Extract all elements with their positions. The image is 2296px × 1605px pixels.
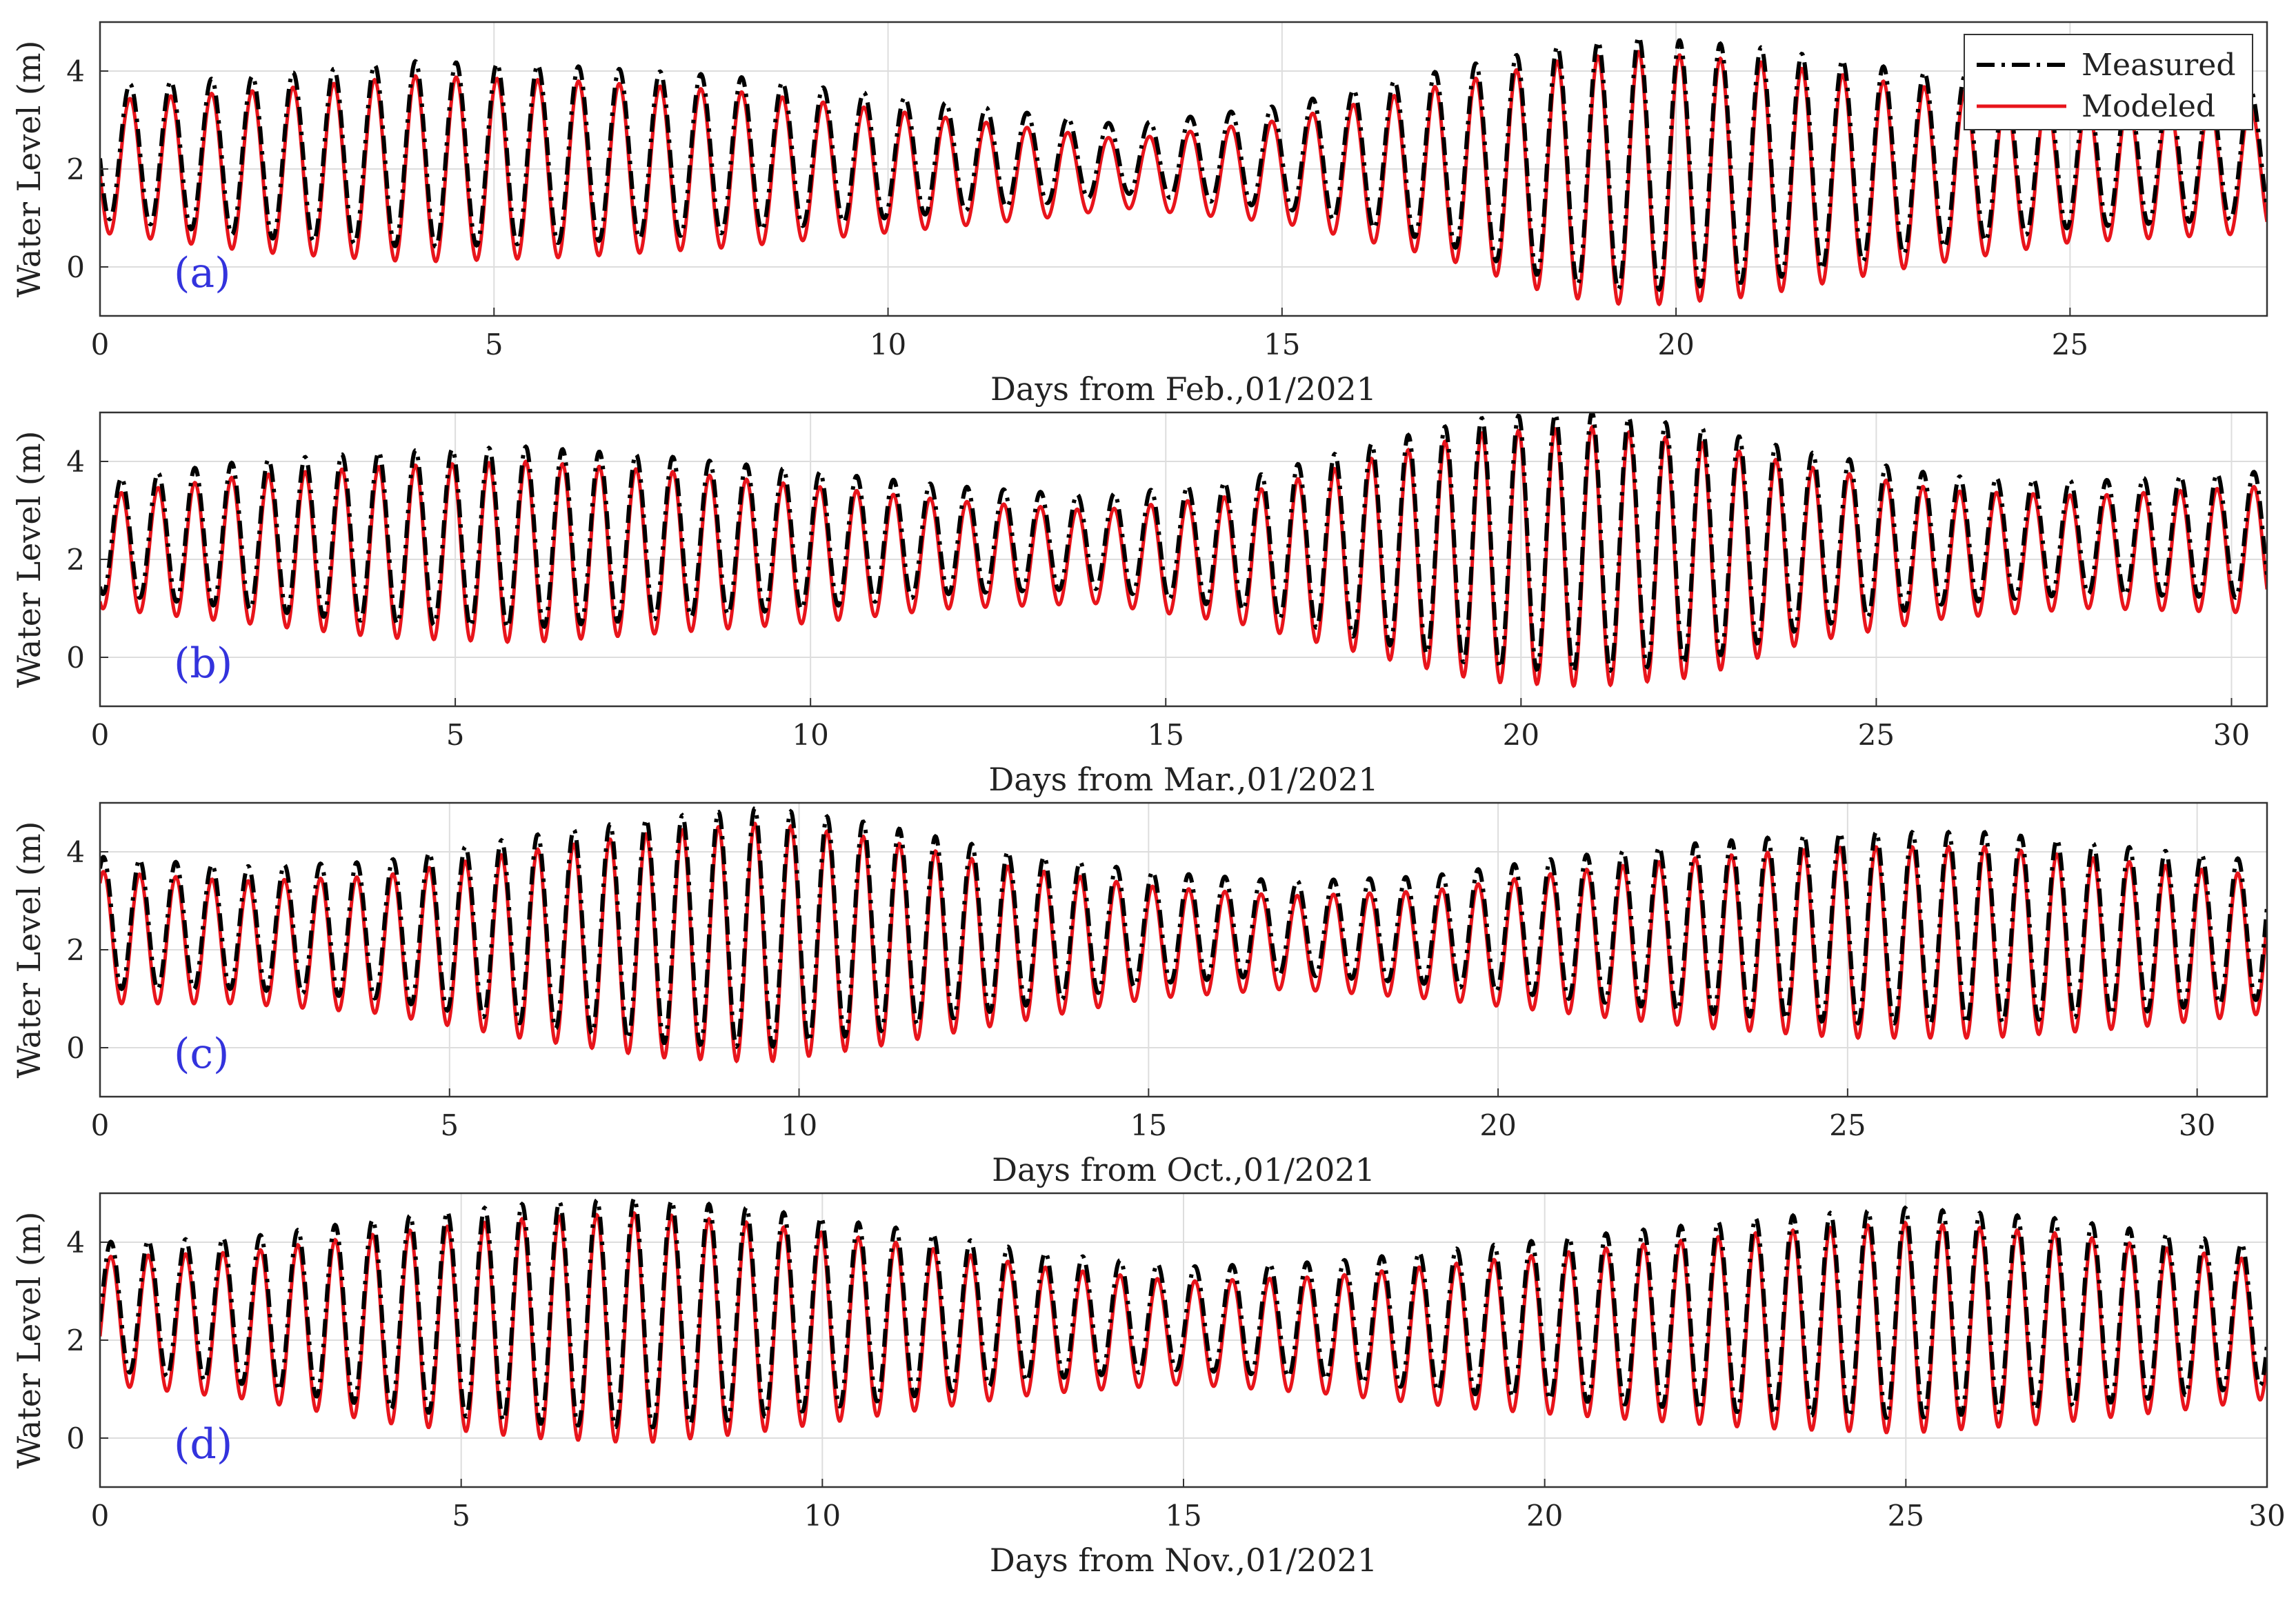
- y-tick-label: 2: [66, 152, 85, 186]
- y-tick-label: 0: [66, 250, 85, 284]
- series-line-modeled: [100, 424, 2267, 688]
- y-tick-label: 0: [66, 641, 85, 675]
- y-tick-label: 2: [66, 933, 85, 967]
- x-tick-label: 15: [1130, 1108, 1167, 1142]
- panel-a: 0 5 10 15 20 25 0 2 4 Days from Feb.,01/2021 Water…: [10, 21, 2268, 408]
- y-tick-label: 4: [66, 1226, 85, 1259]
- x-tick-label: 5: [446, 718, 465, 752]
- x-tick-label: 20: [1503, 718, 1539, 752]
- panel-c: 0 5 10 15 20 25 30 0 2 4 Days from Oct.,01/2021 Wat…: [10, 801, 2268, 1188]
- legend-box: [1964, 34, 2253, 130]
- y-axis-label: Water Level (m): [10, 431, 48, 688]
- x-tick-label: 0: [91, 718, 110, 752]
- x-tick-label: 20: [1526, 1499, 1563, 1533]
- x-tick-label: 30: [2213, 718, 2250, 752]
- x-tick-label: 15: [1264, 328, 1300, 361]
- series-line-measured: [100, 1195, 2267, 1430]
- x-tick-label: 5: [440, 1108, 459, 1142]
- y-tick-label: 4: [66, 445, 85, 479]
- x-axis-label: Days from Oct.,01/2021: [992, 1151, 1375, 1188]
- x-tick-label: 0: [91, 328, 110, 361]
- y-tick-label: 2: [66, 543, 85, 577]
- panel-label: (a): [174, 249, 231, 297]
- panel-label: (b): [174, 639, 232, 688]
- y-axis-label: Water Level (m): [10, 1212, 48, 1469]
- legend-entry: Measured: [2082, 48, 2235, 83]
- y-tick-label: 4: [66, 54, 85, 88]
- x-tick-label: 25: [1858, 718, 1895, 752]
- x-tick-label: 10: [792, 718, 828, 752]
- x-tick-label: 0: [91, 1499, 110, 1533]
- x-tick-label: 20: [1479, 1108, 1516, 1142]
- x-tick-label: 30: [2179, 1108, 2215, 1142]
- series-line-measured: [100, 806, 2267, 1050]
- legend: Measured Modeled: [1964, 34, 2253, 130]
- y-axis-label: Water Level (m): [10, 821, 48, 1079]
- x-tick-label: 10: [804, 1499, 841, 1533]
- y-tick-label: 4: [66, 835, 85, 869]
- panel-label: (c): [174, 1030, 229, 1078]
- y-tick-label: 0: [66, 1031, 85, 1065]
- x-tick-label: 15: [1148, 718, 1184, 752]
- x-tick-label: 25: [2052, 328, 2088, 361]
- x-tick-label: 10: [870, 328, 906, 361]
- y-tick-label: 0: [66, 1422, 85, 1455]
- x-tick-label: 0: [91, 1108, 110, 1142]
- panel-label: (d): [174, 1420, 232, 1468]
- y-axis-label: Water Level (m): [10, 41, 48, 298]
- y-tick-label: 2: [66, 1324, 85, 1357]
- x-tick-label: 5: [485, 328, 503, 361]
- x-tick-label: 10: [781, 1108, 817, 1142]
- x-tick-label: 5: [452, 1499, 470, 1533]
- x-tick-label: 25: [1829, 1108, 1866, 1142]
- x-tick-label: 25: [1888, 1499, 1924, 1533]
- x-axis-label: Days from Mar.,01/2021: [988, 761, 1378, 798]
- x-tick-label: 15: [1165, 1499, 1201, 1533]
- x-tick-label: 30: [2248, 1499, 2285, 1533]
- x-axis-label: Days from Nov.,01/2021: [990, 1542, 1377, 1579]
- series-line-measured: [100, 412, 2267, 675]
- panel-b: 0 5 10 15 20 25 30 0 2 4 Days from Mar.,01/2021 Wat…: [10, 411, 2268, 798]
- x-axis-label: Days from Feb.,01/2021: [990, 370, 1377, 408]
- legend-entry: Modeled: [2082, 89, 2215, 124]
- panel-d: 0 5 10 15 20 25 30 0 2 4 Days from Nov.,01/2021 Wat…: [10, 1192, 2286, 1579]
- x-tick-label: 20: [1657, 328, 1694, 361]
